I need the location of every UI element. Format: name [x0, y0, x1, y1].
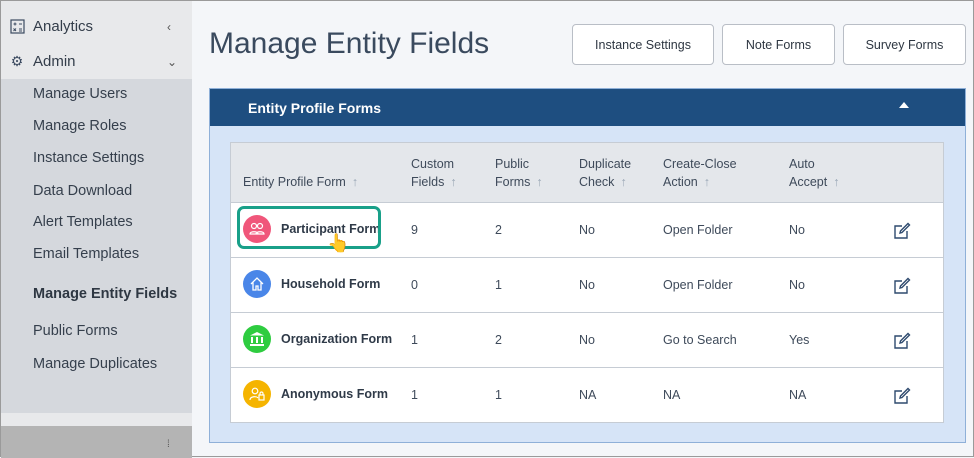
- user-lock-icon: [243, 380, 271, 408]
- collapse-caret-icon[interactable]: [899, 102, 909, 108]
- cell-custom: 1: [411, 388, 418, 402]
- cell-auto: Yes: [789, 333, 810, 347]
- entity-profile-forms-panel: Entity Profile Forms Entity Profile Form…: [209, 88, 966, 443]
- form-name-link[interactable]: Participant Form: [243, 215, 380, 243]
- panel-header[interactable]: Entity Profile Forms: [210, 89, 965, 126]
- sidebar-item-public-forms[interactable]: Public Forms: [33, 323, 118, 339]
- cell-public: 1: [495, 388, 502, 402]
- table-header: Entity Profile Form ↑ Custom Fields ↑ Public F…: [231, 143, 943, 203]
- sidebar-item-email-templates[interactable]: Email Templates: [33, 246, 140, 262]
- sidebar-item-data-download[interactable]: Data Download: [33, 183, 133, 199]
- sort-arrow-icon[interactable]: ↑: [351, 175, 359, 189]
- sidebar-item-manage-duplicates[interactable]: Manage Duplicates: [33, 356, 158, 372]
- cell-auto: No: [789, 223, 805, 237]
- cell-dup: NA: [579, 388, 597, 402]
- home-icon: [243, 270, 271, 298]
- form-name-link[interactable]: Household Form: [243, 270, 380, 298]
- cell-custom: 1: [411, 333, 418, 347]
- cell-dup: No: [579, 333, 595, 347]
- cell-action: Open Folder: [663, 223, 733, 237]
- sort-arrow-icon[interactable]: ↑: [536, 175, 543, 189]
- sidebar-footer: [1, 426, 192, 458]
- table-row: Participant Form 👆 9 2 No Open Folder No: [231, 203, 943, 258]
- column-header[interactable]: Custom Fields ↑: [411, 157, 457, 189]
- chevron-down-icon[interactable]: ⌄: [167, 54, 178, 69]
- column-header[interactable]: Duplicate Check ↑: [579, 157, 632, 189]
- table-row: Organization Form 1 2 No Go to Search Yes: [231, 313, 943, 368]
- cell-action: NA: [663, 388, 681, 402]
- cell-dup: No: [579, 278, 595, 292]
- form-name-link[interactable]: Organization Form: [243, 325, 392, 353]
- sort-arrow-icon[interactable]: ↑: [703, 175, 710, 189]
- edit-icon[interactable]: [893, 277, 911, 298]
- cell-action: Open Folder: [663, 278, 733, 292]
- cell-public: 2: [495, 223, 502, 237]
- column-header[interactable]: Public Forms ↑: [495, 157, 543, 189]
- column-header[interactable]: Create-Close Action ↑: [663, 157, 737, 189]
- sidebar-item-manage-roles[interactable]: Manage Roles: [33, 118, 127, 134]
- table-row: Household Form 0 1 No Open Folder No: [231, 258, 943, 313]
- cell-custom: 0: [411, 278, 418, 292]
- cell-dup: No: [579, 223, 595, 237]
- cell-auto: No: [789, 278, 805, 292]
- sort-arrow-icon[interactable]: ↑: [620, 175, 627, 189]
- sidebar-item-manage-entity-fields[interactable]: Manage Entity Fields: [33, 286, 178, 302]
- form-name-link[interactable]: Anonymous Form: [243, 380, 388, 408]
- cell-public: 1: [495, 278, 502, 292]
- edit-icon[interactable]: [893, 332, 911, 353]
- page-title: Manage Entity Fields: [209, 27, 490, 60]
- users-icon: [243, 215, 271, 243]
- cell-auto: NA: [789, 388, 807, 402]
- edit-icon[interactable]: [893, 387, 911, 408]
- bank-icon: [243, 325, 271, 353]
- sidebar-item-analytics[interactable]: Analytics ‹: [1, 9, 192, 44]
- sort-arrow-icon[interactable]: ↑: [450, 175, 457, 189]
- edit-icon[interactable]: [893, 222, 911, 243]
- instance-settings-button[interactable]: Instance Settings: [572, 24, 714, 65]
- chevron-left-icon[interactable]: ‹: [167, 19, 171, 34]
- admin-submenu: Manage Users Manage Roles Instance Setti…: [1, 79, 192, 413]
- resize-handle-icon[interactable]: ⁞: [167, 439, 170, 450]
- sidebar-item-manage-users[interactable]: Manage Users: [33, 86, 128, 102]
- highlight-box: [237, 206, 381, 249]
- gear-icon: ⚙: [10, 53, 24, 69]
- calculator-icon: [9, 19, 25, 35]
- cell-action: Go to Search: [663, 333, 737, 347]
- forms-table: Entity Profile Form ↑ Custom Fields ↑ Public F…: [230, 142, 944, 423]
- sidebar-item-alert-templates[interactable]: Alert Templates: [33, 214, 133, 230]
- sidebar-item-admin[interactable]: ⚙ Admin ⌄: [10, 53, 178, 70]
- hand-cursor-icon: 👆: [327, 233, 350, 253]
- sort-arrow-icon[interactable]: ↑: [833, 175, 840, 189]
- sidebar-item-instance-settings[interactable]: Instance Settings: [33, 150, 145, 166]
- table-row: Anonymous Form 1 1 NA NA NA: [231, 368, 943, 423]
- note-forms-button[interactable]: Note Forms: [722, 24, 835, 65]
- survey-forms-button[interactable]: Survey Forms: [843, 24, 966, 65]
- sidebar: Analytics ‹ ⚙ Admin ⌄ Manage Users Manag…: [1, 1, 192, 458]
- cell-public: 2: [495, 333, 502, 347]
- column-header[interactable]: Auto Accept ↑: [789, 157, 840, 189]
- column-header[interactable]: Entity Profile Form ↑: [243, 175, 359, 189]
- cell-custom: 9: [411, 223, 418, 237]
